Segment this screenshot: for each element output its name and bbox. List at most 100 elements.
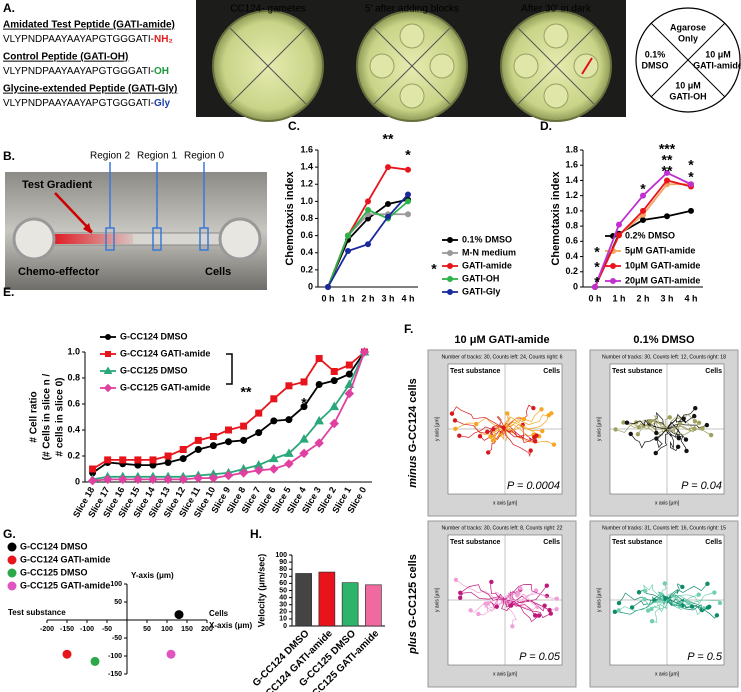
- y-axis-title: y axis [µm]: [434, 416, 440, 441]
- track-end: [636, 590, 642, 595]
- y-tick-label: 0.8: [565, 220, 578, 230]
- track-end: [477, 433, 483, 439]
- bar: [318, 571, 336, 627]
- legend-marker: [7, 581, 17, 591]
- y-axis-title: Velocity (μm/sec): [256, 554, 266, 628]
- marker: [118, 474, 128, 485]
- y-tick-label: 0.6: [67, 398, 80, 408]
- y-tick-label: 40: [279, 594, 287, 601]
- plate-map-label: 10 μM: [675, 80, 701, 90]
- marker: [209, 433, 217, 440]
- peptide-sequence: VLYPNDPAAYAAYAPGTGGGATI-NH₂: [3, 34, 173, 45]
- bar: [295, 573, 312, 627]
- y-tick-label: 0.6: [300, 230, 313, 240]
- y-tick-label: 90: [279, 559, 287, 566]
- region-label: Region 1: [137, 151, 177, 162]
- plate-map-label: Agarose: [670, 22, 706, 32]
- track: [618, 592, 668, 604]
- x-tick-label: -200: [40, 626, 54, 633]
- side-label: Cells: [543, 368, 560, 375]
- p-value: P = 0.05: [519, 651, 561, 663]
- track: [496, 416, 506, 430]
- track: [491, 428, 506, 440]
- gradient-label: Test Gradient: [22, 179, 92, 191]
- track-end: [505, 411, 510, 416]
- marker: [163, 474, 173, 485]
- bar: [365, 584, 382, 627]
- significance: *: [640, 181, 646, 197]
- y-axis-title: y axis [µm]: [596, 416, 602, 441]
- track-end: [508, 603, 514, 608]
- peptide-name: Control Peptide (GATI-OH): [3, 52, 128, 63]
- legend-label: 0.1% DMSO: [462, 234, 512, 244]
- track: [626, 419, 668, 430]
- legend-label: G-CC125 GATI-amide: [120, 382, 210, 392]
- y-tick-label: 20: [279, 609, 287, 616]
- marker: [104, 456, 112, 464]
- agarose-block: [429, 53, 455, 79]
- track-end: [692, 413, 697, 419]
- marker: [664, 169, 670, 176]
- legend-label: G-CC125 DMSO: [20, 567, 88, 577]
- y-axis-title: # cells in slice 0): [55, 378, 66, 457]
- legend-marker: [7, 542, 17, 552]
- track-end: [654, 430, 659, 436]
- marker: [285, 382, 293, 390]
- legend-label: 0.2% DMSO: [625, 230, 675, 240]
- marker: [344, 388, 355, 399]
- row-qualifier: minus: [407, 455, 419, 487]
- track: [501, 596, 512, 612]
- legend-marker: [610, 278, 616, 284]
- track-end: [654, 436, 659, 441]
- photo-title: 5’ after adding blocks: [365, 4, 459, 15]
- track-end: [700, 425, 705, 431]
- track-end: [624, 420, 630, 425]
- track-end: [449, 411, 455, 416]
- track-end: [547, 607, 552, 613]
- track: [647, 599, 668, 613]
- agarose-block: [543, 23, 569, 49]
- track: [504, 415, 549, 431]
- legend-label: 10μM GATI-amide: [625, 260, 700, 270]
- track: [504, 428, 537, 443]
- track-end: [453, 426, 458, 432]
- plate-map-label: 10 μM: [705, 49, 731, 59]
- x-tick-label: -100: [80, 626, 94, 633]
- photo-title: CC124- gametes: [230, 4, 306, 15]
- significance: *: [405, 147, 411, 163]
- y-tick-label: 100: [275, 552, 287, 559]
- marker: [405, 211, 411, 218]
- significance: **: [662, 152, 673, 168]
- column-title: 0.1% DMSO: [633, 334, 695, 346]
- x-axis-title: x axis [µm]: [493, 671, 518, 677]
- panel-label: F.: [404, 322, 413, 336]
- p-value: P = 0.5: [687, 651, 723, 663]
- marker: [255, 429, 263, 437]
- y-tick-label: 0.2: [300, 264, 313, 274]
- track-end: [494, 604, 499, 609]
- track: [644, 599, 668, 610]
- significance: ***: [659, 141, 676, 157]
- point: [62, 649, 72, 659]
- side-label: Test substance: [612, 539, 663, 546]
- marker: [223, 470, 234, 481]
- legend-marker: [447, 250, 453, 256]
- y-axis-title: Chemotaxis index: [550, 171, 562, 266]
- plate-map-label: GATI-OH: [669, 91, 706, 101]
- track-header: Number of tracks: 30, Counts left: 24, C…: [441, 354, 562, 360]
- track-header: Number of tracks: 30, Counts left: 12, C…: [602, 354, 726, 360]
- y-tick-label: 100: [110, 581, 122, 588]
- legend-marker: [447, 276, 453, 282]
- legend-label: 5μM GATI-amide: [625, 245, 695, 255]
- y-tick-label: 60: [279, 580, 287, 587]
- plate-map-label: 0.1%: [645, 49, 666, 59]
- marker: [616, 232, 622, 239]
- point: [174, 610, 184, 620]
- track-end: [554, 606, 559, 612]
- marker: [284, 448, 294, 457]
- panel-label: C.: [288, 119, 300, 133]
- marker: [345, 370, 353, 378]
- y-tick-label: 0: [75, 476, 80, 486]
- track-end: [662, 581, 667, 586]
- legend-marker: [103, 383, 113, 393]
